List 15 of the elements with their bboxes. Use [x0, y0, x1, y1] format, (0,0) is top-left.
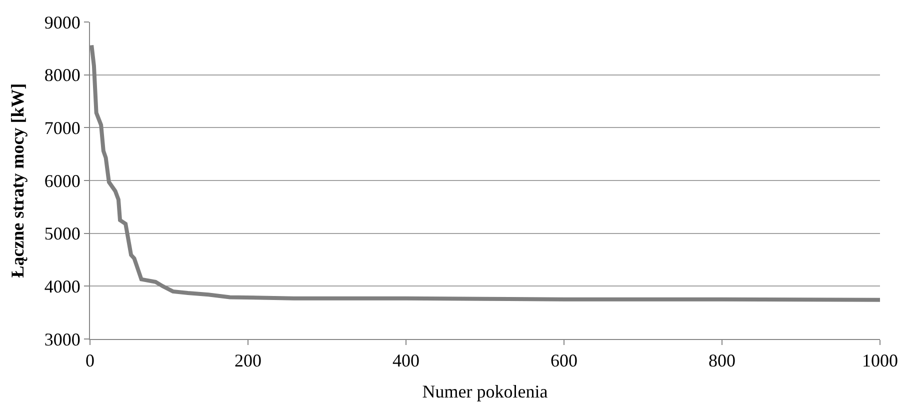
y-tick-label: 4000	[44, 276, 80, 296]
x-tick-label: 0	[86, 350, 94, 371]
x-tick-label: 1000	[862, 350, 898, 371]
y-tick-label: 5000	[44, 224, 80, 244]
x-tick-label: 600	[550, 350, 578, 371]
y-tick-label: 8000	[44, 65, 80, 86]
x-tick-label: 200	[234, 350, 262, 371]
y-tick-label: 7000	[44, 118, 80, 138]
x-axis-title: Numer pokolenia	[422, 382, 548, 402]
y-tick-label: 9000	[44, 12, 80, 32]
x-tick-label: 800	[708, 350, 736, 371]
y-tick-label: 3000	[44, 329, 80, 350]
y-axis-title: Łączne straty mocy [kW]	[8, 83, 28, 278]
x-tick-label: 400	[392, 350, 420, 371]
y-tick-label: 6000	[44, 170, 80, 191]
